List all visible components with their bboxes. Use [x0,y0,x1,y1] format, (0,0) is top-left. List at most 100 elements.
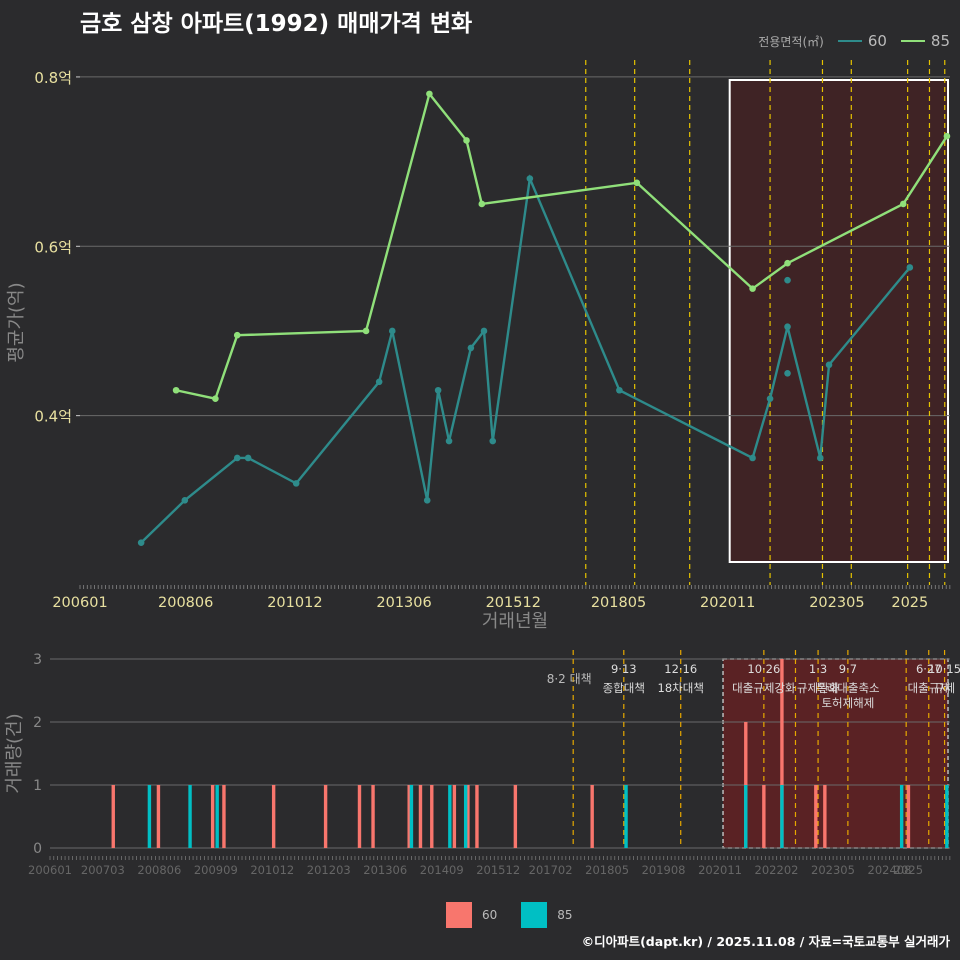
policy-annotation-label: 토허제해제 [821,696,874,710]
bar-60 [210,785,215,848]
data-point-60 [784,370,791,377]
data-point-60 [825,361,833,369]
data-point-60 [434,386,442,394]
policy-annotation-label: 대출규제강화 [732,681,796,695]
x-tick-label: 2025 [894,863,923,877]
bar-85 [780,785,784,848]
data-point-85 [633,179,641,187]
data-point-85 [478,200,486,208]
bar-60 [357,785,362,848]
x-tick-label: 201409 [420,863,464,877]
data-point-85 [784,259,791,267]
legend-label-85: 85 [930,32,950,50]
legend-bottom: 60 85 [446,902,573,928]
x-tick-label: 200601 [52,595,107,611]
data-point-60 [292,480,300,487]
data-point-85 [362,327,370,335]
data-point-60 [445,437,453,445]
x-tick-label: 201805 [585,863,629,877]
legend-swatch-85 [900,40,925,42]
y-tick-label: 0.6억 [34,238,72,256]
bar-60 [111,785,115,848]
x-tick-label: 201805 [591,595,646,611]
data-point-60 [816,454,824,462]
data-point-85 [943,132,951,140]
bar-60 [762,785,766,848]
policy-annotation: 8·2 대책 [547,671,592,686]
x-tick-label: 201012 [267,595,322,611]
bar-60 [814,785,818,848]
x-tick-label: 202408 [868,863,912,877]
x-tick-label: 200601 [28,863,72,877]
x-tick-label: 202305 [809,595,864,611]
y-tick-label: 0.8억 [34,69,72,87]
y-tick-label: 2 [33,715,42,731]
bar-60 [418,785,423,848]
volume-chart: 0 1 2 3 200601 200703 200806 200909 201012 201203… [4,650,960,877]
bar-60 [323,785,328,848]
x-tick-label: 200909 [194,863,238,877]
bar-85 [945,785,949,848]
policy-annotation-label: 규제완화 [797,681,840,695]
policy-annotation-label: 규제 [934,681,955,695]
x-tick-label: 201908 [642,863,686,877]
data-point-85 [749,285,756,292]
data-point-60 [233,454,241,462]
data-point-60 [749,454,756,462]
data-point-60 [766,395,774,403]
chart-title: 금호 삼창 아파트(1992) 매매가격 변화 [80,11,473,37]
x-axis-title: 거래년월 [482,611,548,632]
y-axis-title: 거래량(건) [4,713,25,793]
data-point-60 [526,175,534,182]
bar-85 [624,785,628,848]
bar-60 [466,785,470,848]
bar-60 [371,785,375,848]
bar-60 [452,785,457,848]
data-point-85 [172,386,180,394]
x-tick-label: 201306 [376,595,431,611]
x-tick-label: 201306 [363,863,407,877]
bar-85 [188,785,192,848]
bar-60 [475,785,479,848]
bar-85 [744,785,748,848]
bar-60 [271,785,276,848]
bar-60 [430,785,434,848]
data-point-60 [423,497,431,504]
data-point-85 [899,200,907,208]
highlight-box [722,658,949,849]
price-chart: 0.4억 0.6억 0.8억 200601 200806 201012 201306 2015… [6,60,951,632]
data-point-60 [388,327,396,335]
data-point-60 [137,539,145,546]
x-tick-label: 201203 [307,863,351,877]
data-point-85 [233,331,241,339]
legend-bottom-label-60: 60 [482,908,498,922]
x-tick-label: 202011 [700,595,755,611]
footer-credit: ©디아파트(dapt.kr) / 2025.11.08 / 자료=국토교통부 실… [581,934,950,949]
legend-swatch-60 [837,40,862,42]
policy-annotation-label: 대출규제 [908,681,950,695]
data-point-85 [212,395,219,403]
x-tick-label: 202011 [698,863,742,877]
bar-60 [906,785,911,848]
legend-top: 전용면적(㎡) 60 85 [758,32,950,50]
y-tick-label: 0 [33,841,42,857]
x-tick-label: 200806 [137,863,181,877]
data-point-85 [463,137,470,144]
policy-annotation-label: 종합대책 [603,681,645,695]
bar-60 [780,659,784,848]
x-tick-label: 201702 [529,863,573,877]
data-point-60 [616,386,623,394]
bar-85 [147,785,152,848]
y-axis-title: 평균가(억) [6,282,27,362]
y-tick-label: 3 [33,652,42,668]
policy-annotation-date: 10·26 [747,662,780,676]
x-tick-label: 201512 [476,863,520,877]
x-tick-label: 202202 [755,863,799,877]
x-tick-label: 200703 [81,863,125,877]
x-tick-label: 201012 [250,863,294,877]
legend-bottom-label-85: 85 [557,908,573,922]
data-point-60 [480,327,488,335]
x-tick-label: 201512 [486,595,541,611]
policy-annotation-label: 특례대출축소 [816,681,879,695]
